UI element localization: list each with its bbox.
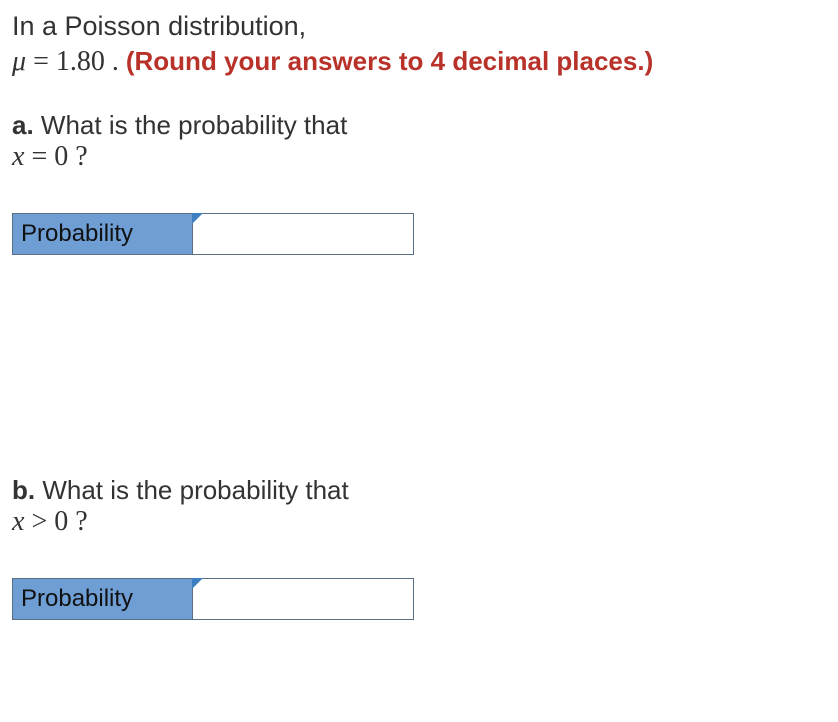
equals-sign: = xyxy=(26,46,56,77)
mu-value: 1.80 xyxy=(56,46,105,77)
part-a-equation: x = 0 ? xyxy=(12,141,826,173)
part-b-probability-input[interactable] xyxy=(199,583,411,617)
part-b-rhs: 0 xyxy=(54,506,68,537)
part-b-op: > xyxy=(24,506,54,537)
part-b-qmark: ? xyxy=(68,506,87,537)
part-a-answer-row: Probability xyxy=(12,213,414,255)
part-b-question: b. What is the probability that xyxy=(12,475,826,506)
part-a: a. What is the probability that x = 0 ? … xyxy=(12,110,826,255)
part-a-input-cell[interactable] xyxy=(193,214,413,254)
part-a-text: What is the probability that xyxy=(34,110,348,140)
part-b-x: x xyxy=(12,506,24,537)
part-b-letter: b. xyxy=(12,475,35,505)
input-marker-icon xyxy=(192,213,203,224)
part-a-rhs: 0 xyxy=(54,141,68,172)
part-b-answer-row: Probability xyxy=(12,578,414,620)
rounding-instruction: (Round your answers to 4 decimal places.… xyxy=(126,46,653,76)
part-b-equation: x > 0 ? xyxy=(12,506,826,538)
part-b-input-cell[interactable] xyxy=(193,579,413,619)
part-a-probability-input[interactable] xyxy=(199,218,411,252)
part-a-qmark: ? xyxy=(68,141,87,172)
part-a-x: x xyxy=(12,141,24,172)
period-space: . xyxy=(105,46,126,77)
part-b-probability-label: Probability xyxy=(13,579,193,619)
part-a-question: a. What is the probability that xyxy=(12,110,826,141)
part-b: b. What is the probability that x > 0 ? … xyxy=(12,475,826,620)
input-marker-icon xyxy=(192,578,203,589)
intro-line-1: In a Poisson distribution, xyxy=(12,8,826,44)
part-a-op: = xyxy=(24,141,54,172)
mu-line: μ = 1.80 . (Round your answers to 4 deci… xyxy=(12,46,826,78)
part-a-letter: a. xyxy=(12,110,34,140)
mu-symbol: μ xyxy=(12,46,26,77)
part-b-text: What is the probability that xyxy=(35,475,349,505)
part-a-probability-label: Probability xyxy=(13,214,193,254)
